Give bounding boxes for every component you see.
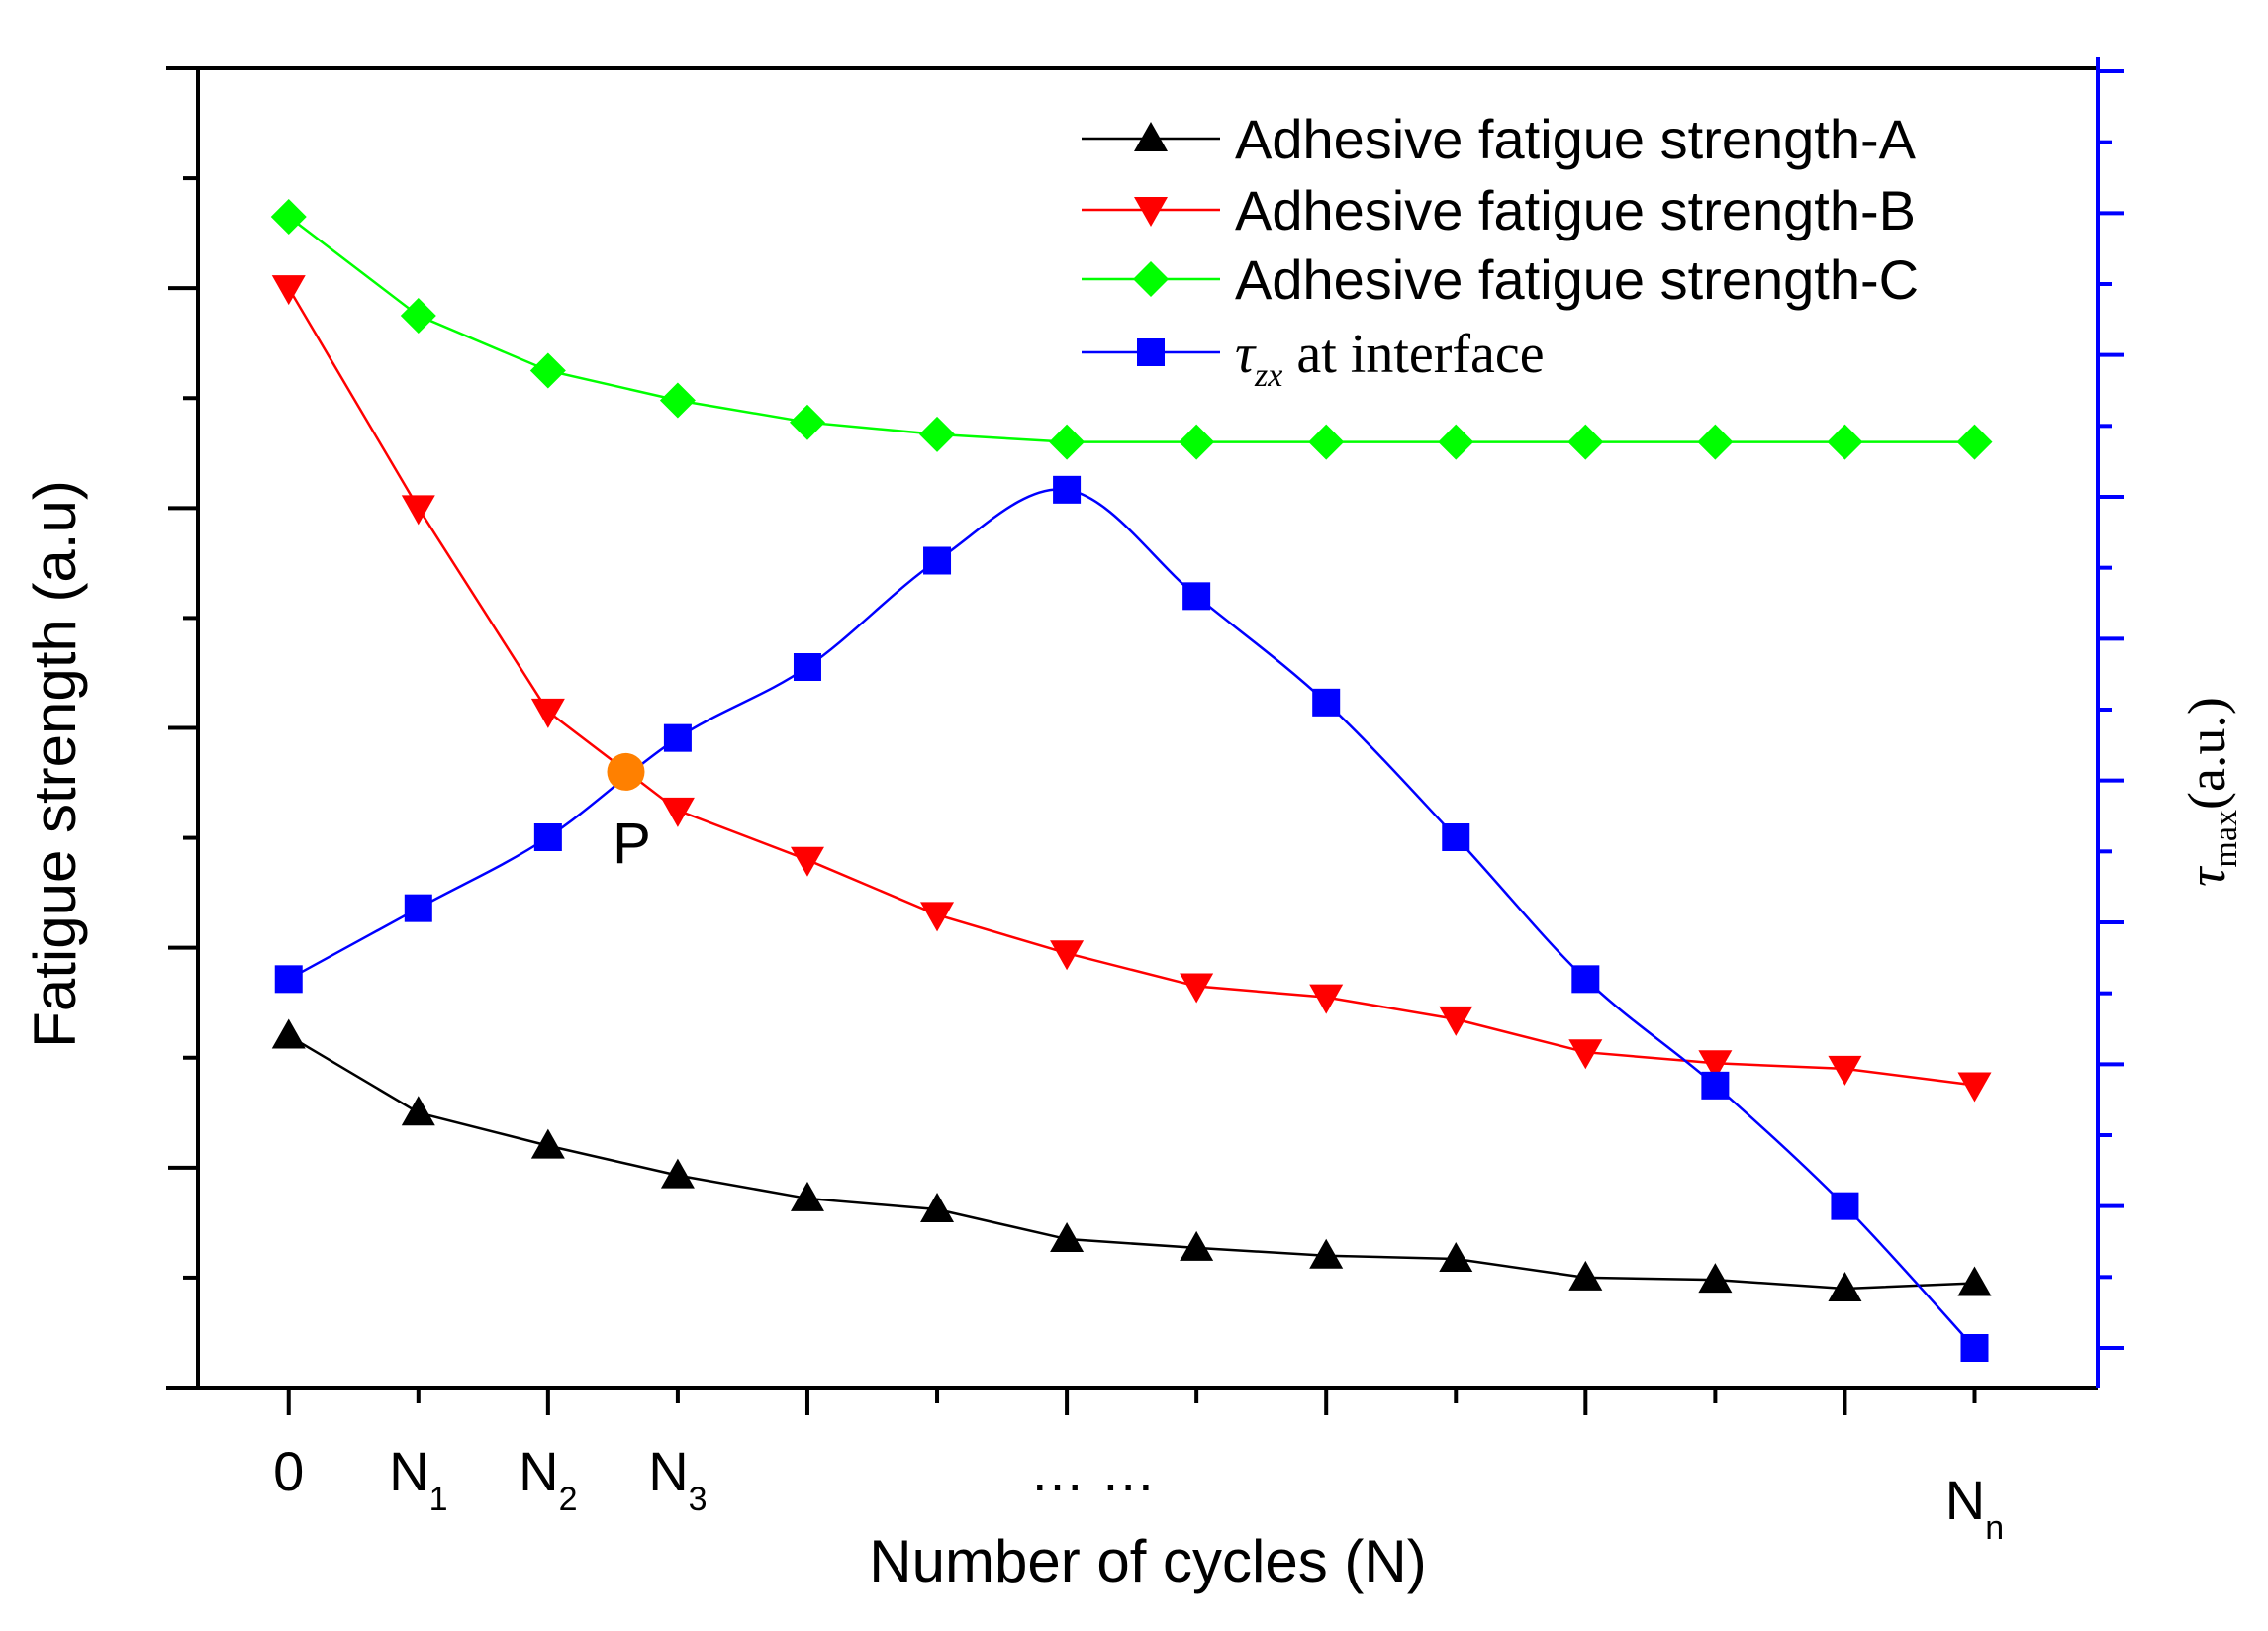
series-1-point-11 — [1698, 1263, 1733, 1294]
series-4-point-4 — [793, 653, 821, 681]
series-4-point-9 — [1442, 823, 1470, 851]
series-2-point-10 — [1568, 1039, 1603, 1070]
legend-marker-4 — [1137, 338, 1165, 366]
series-3-point-1 — [400, 297, 436, 334]
x-tick-label: N3 — [648, 1440, 707, 1518]
series-3-point-11 — [1697, 424, 1734, 460]
intersection-dot — [607, 752, 645, 791]
series-4-point-7 — [1182, 582, 1211, 611]
legend-marker-1 — [1134, 122, 1168, 151]
tau-symbol: τ — [2177, 866, 2236, 887]
series-1-point-1 — [401, 1096, 435, 1126]
legend-label-4: τzx at interface — [1235, 324, 1545, 394]
series-2-point-1 — [401, 495, 435, 526]
legend-label-1: Adhesive fatigue strength-A — [1235, 108, 1917, 170]
series-3-point-10 — [1567, 424, 1604, 460]
series-4-point-0 — [274, 965, 303, 994]
series-2-point-11 — [1698, 1050, 1733, 1081]
series-3-point-6 — [1049, 424, 1086, 460]
series-3-point-2 — [529, 352, 566, 389]
series-3-point-12 — [1827, 424, 1863, 460]
y-axis-label-left: Fatigue strength (a.u) — [22, 480, 88, 1048]
tau-subscript: max — [2208, 810, 2244, 868]
legend-label-3: Adhesive fatigue strength-C — [1235, 248, 1919, 311]
series-4-point-13 — [1960, 1334, 1989, 1362]
legend-marker-2 — [1134, 197, 1168, 227]
series-1-point-7 — [1180, 1230, 1214, 1261]
series-2-point-7 — [1180, 973, 1214, 1004]
series-2-point-8 — [1309, 984, 1344, 1014]
series-4-point-3 — [663, 723, 692, 752]
series-2-point-12 — [1828, 1055, 1862, 1086]
series-2-point-13 — [1957, 1072, 1992, 1103]
series-1-point-10 — [1568, 1260, 1603, 1291]
intersection-point: P — [607, 752, 651, 876]
series-2-point-2 — [530, 698, 565, 728]
series-4-line — [288, 488, 1976, 1349]
series-1-point-8 — [1309, 1238, 1344, 1269]
legend: Adhesive fatigue strength-A Adhesive fati… — [1082, 108, 1919, 394]
series-3-point-0 — [270, 198, 307, 235]
legend-label-2: Adhesive fatigue strength-B — [1235, 179, 1916, 241]
series-1-point-12 — [1828, 1272, 1862, 1302]
series-4-point-10 — [1571, 965, 1600, 994]
series-4-point-12 — [1831, 1192, 1859, 1220]
x-axis-label: Number of cycles (N) — [869, 1528, 1426, 1594]
ticks — [168, 66, 2124, 1415]
series-2-point-6 — [1050, 940, 1085, 971]
series-1-point-13 — [1957, 1266, 1992, 1296]
series-3-point-3 — [659, 382, 696, 419]
series-3-point-4 — [789, 404, 825, 440]
series-1-point-3 — [660, 1158, 695, 1189]
tau-unit: (a.u.) — [2177, 697, 2236, 810]
series-2-point-9 — [1439, 1006, 1473, 1036]
series-4-point-8 — [1312, 688, 1341, 717]
series-4-point-11 — [1701, 1071, 1730, 1100]
series-3-point-5 — [919, 416, 956, 452]
series-1-point-2 — [530, 1128, 565, 1159]
series-lines — [287, 215, 1976, 1349]
series-3-line — [287, 215, 1975, 443]
x-tick-labels: 0 N1 N2 N3 … … Nn — [273, 1440, 2004, 1547]
series-1-line — [288, 1034, 1975, 1291]
series-2-point-3 — [660, 797, 695, 827]
series-1-point-4 — [790, 1181, 824, 1211]
series-4-point-5 — [923, 546, 952, 575]
x-tick-label: N1 — [389, 1440, 447, 1518]
series-1-point-9 — [1439, 1242, 1473, 1273]
series-3-point-13 — [1956, 424, 1993, 460]
series-markers — [270, 198, 1993, 1362]
x-tick-label: 0 — [273, 1440, 304, 1502]
series-4-point-2 — [533, 823, 562, 851]
series-3-point-8 — [1308, 424, 1345, 460]
series-1-point-0 — [271, 1018, 306, 1049]
series-4-point-1 — [404, 894, 432, 922]
legend-marker-3 — [1133, 261, 1169, 297]
x-tick-label: Nn — [1945, 1469, 2004, 1547]
x-tick-label: … … — [1030, 1440, 1157, 1502]
series-3-point-7 — [1179, 424, 1215, 460]
series-3-point-9 — [1438, 424, 1474, 460]
series-2-point-5 — [920, 902, 955, 932]
intersection-label: P — [613, 812, 651, 876]
series-2-point-4 — [790, 846, 824, 877]
series-2-line — [287, 287, 1975, 1087]
series-1-point-6 — [1050, 1222, 1085, 1253]
x-tick-label: N2 — [519, 1440, 577, 1518]
series-4-point-6 — [1053, 475, 1082, 504]
series-2-point-0 — [271, 275, 306, 306]
series-1-point-5 — [920, 1193, 955, 1223]
y-axis-label-right: τmax(a.u.) — [2177, 697, 2244, 887]
